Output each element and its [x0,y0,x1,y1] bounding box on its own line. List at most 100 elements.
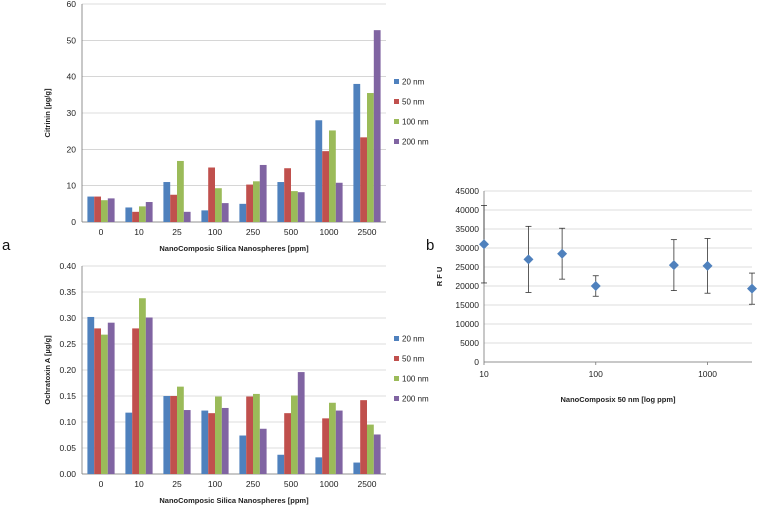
y-tick-label: 60 [67,0,77,9]
bar-200nm-10 [145,202,153,222]
bar-20nm-25 [163,396,171,474]
y-tick-label: 0.15 [59,391,76,401]
y-tick-label: 30000 [455,243,479,253]
legend-swatch-50nm [394,356,399,361]
x-tick-label: 0 [99,479,104,489]
y-tick-label: 0.30 [59,313,76,323]
ochratoxin-bar-chart: 0.00 0.05 0.10 0.15 0.20 0.25 0.30 0.35 0.40 0 10 2… [43,261,429,505]
data-point-500 [668,260,679,271]
bar-100nm-250 [253,393,260,474]
y-tick-label: 40000 [455,205,479,215]
bar-100nm-100 [215,188,222,222]
panel-label-a: a [2,237,11,254]
citrinin-bar-chart: 0 10 20 30 40 50 60 0 10 25 100 250 500 1000 2500 NanoC… [43,0,429,253]
legend-label: 50 nm [402,355,425,364]
bar-50nm-2500 [360,137,367,222]
x-tick-label: 10 [134,479,144,489]
bar-50nm-250 [246,396,253,474]
x-tick-label: 100 [208,479,222,489]
x-axis-title: NanoComposic Silica Nanospheres [ppm] [159,496,309,505]
y-tick-label: 45000 [455,186,479,196]
x-tick-label: 1000 [320,227,339,237]
legend-swatch-20nm [394,336,399,341]
bar-200nm-250 [259,164,267,222]
bar-20nm-500 [277,454,285,474]
y-tick-label: 5000 [460,338,479,348]
bar-100nm-500 [291,395,298,474]
bar-50nm-10 [132,328,139,474]
bar-200nm-10 [145,317,153,474]
bar-200nm-100 [221,203,229,222]
data-point-25 [523,254,534,265]
x-axis-title: NanoComposic Silica Nanospheres [ppm] [159,244,309,253]
y-tick-label: 20000 [455,281,479,291]
x-tick-label: 2500 [358,479,377,489]
bar-50nm-250 [246,184,253,222]
bar-20nm-1000 [315,457,323,474]
bar-50nm-0 [94,328,101,474]
bar-20nm-25 [163,182,171,222]
y-axis-title: Ochratoxin A [µg/g] [43,335,52,405]
bar-50nm-1000 [322,418,329,474]
legend-swatch-100nm [394,119,399,124]
bar-100nm-2500 [367,424,374,474]
x-tick-label: 250 [246,227,260,237]
legend-label: 20 nm [402,335,425,344]
legend-label: 100 nm [402,375,429,384]
bar-20nm-0 [87,316,95,474]
bar-100nm-10 [139,206,146,222]
y-tick-label: 0.00 [59,469,76,479]
bar-50nm-100 [208,413,215,474]
bar-50nm-500 [284,413,291,474]
bar-20nm-2500 [353,83,361,222]
bar-20nm-250 [239,203,247,222]
x-tick-label: 1000 [698,369,717,379]
x-tick-label: 500 [284,479,298,489]
y-tick-label: 0 [71,217,76,227]
bar-200nm-1000 [335,182,343,222]
data-point-50 [557,248,568,259]
legend-swatch-200nm [394,396,399,401]
y-tick-label: 40 [67,72,77,82]
bar-50nm-10 [132,211,139,222]
bar-200nm-25 [183,410,191,474]
y-tick-label: 25000 [455,262,479,272]
bar-20nm-250 [239,435,247,474]
bar-200nm-1000 [335,410,343,474]
bar-100nm-1000 [329,402,336,474]
bar-100nm-250 [253,181,260,222]
y-tick-label: 0.40 [59,261,76,271]
bar-100nm-500 [291,191,298,222]
data-point-100 [590,281,601,291]
legend-swatch-200nm [394,139,399,144]
x-tick-label: 10 [479,369,489,379]
y-tick-label: 0 [474,357,479,367]
bar-200nm-2500 [373,30,381,222]
y-tick-label: 15000 [455,300,479,310]
y-tick-label: 10 [67,181,77,191]
y-axis-title: R F U [435,267,444,287]
bar-50nm-100 [208,167,215,222]
bar-20nm-10 [125,207,133,222]
y-tick-label: 0.05 [59,443,76,453]
y-axis-title: Citrinin [µg/g] [43,88,52,137]
x-tick-label: 25 [172,479,182,489]
legend-swatch-100nm [394,376,399,381]
bar-100nm-0 [101,334,108,474]
data-point-10 [479,239,489,250]
bar-20nm-10 [125,412,133,474]
x-tick-label: 25 [172,227,182,237]
bar-200nm-0 [107,198,115,222]
bar-50nm-25 [170,396,177,474]
bar-200nm-500 [297,372,305,474]
x-axis-title: NanoComposix 50 nm [log ppm] [560,395,676,404]
bar-200nm-2500 [373,434,381,474]
bar-50nm-25 [170,194,177,222]
y-tick-label: 35000 [455,224,479,234]
bar-100nm-25 [177,160,184,222]
bar-20nm-500 [277,182,285,222]
bar-20nm-100 [201,210,209,222]
y-tick-label: 0.10 [59,417,76,427]
panel-label-b: b [426,237,434,254]
